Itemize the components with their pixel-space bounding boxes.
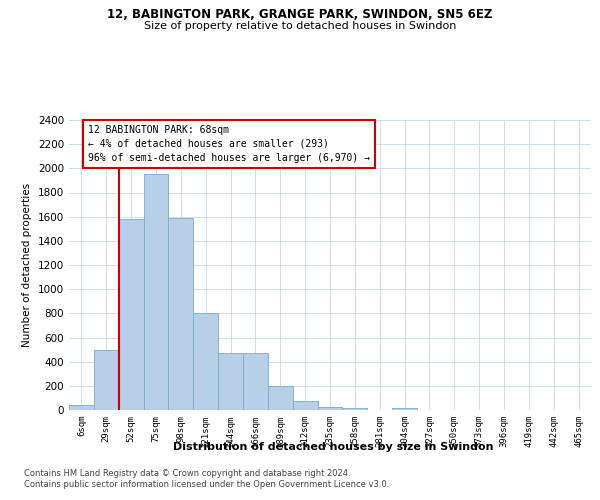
Bar: [243, 352, 268, 410]
Bar: [392, 408, 417, 410]
Bar: [119, 219, 143, 410]
Bar: [343, 408, 367, 410]
Text: Contains public sector information licensed under the Open Government Licence v3: Contains public sector information licen…: [24, 480, 389, 489]
Bar: [268, 386, 293, 410]
Bar: [218, 352, 243, 410]
Text: 12, BABINGTON PARK, GRANGE PARK, SWINDON, SN5 6EZ: 12, BABINGTON PARK, GRANGE PARK, SWINDON…: [107, 8, 493, 20]
Bar: [69, 405, 94, 410]
Text: 12 BABINGTON PARK: 68sqm
← 4% of detached houses are smaller (293)
96% of semi-d: 12 BABINGTON PARK: 68sqm ← 4% of detache…: [88, 125, 370, 163]
Text: Distribution of detached houses by size in Swindon: Distribution of detached houses by size …: [173, 442, 493, 452]
Bar: [94, 350, 119, 410]
Bar: [169, 218, 193, 410]
Text: Size of property relative to detached houses in Swindon: Size of property relative to detached ho…: [144, 21, 456, 31]
Text: Contains HM Land Registry data © Crown copyright and database right 2024.: Contains HM Land Registry data © Crown c…: [24, 468, 350, 477]
Bar: [143, 174, 169, 410]
Bar: [293, 401, 317, 410]
Bar: [193, 314, 218, 410]
Bar: [317, 407, 343, 410]
Y-axis label: Number of detached properties: Number of detached properties: [22, 183, 32, 347]
